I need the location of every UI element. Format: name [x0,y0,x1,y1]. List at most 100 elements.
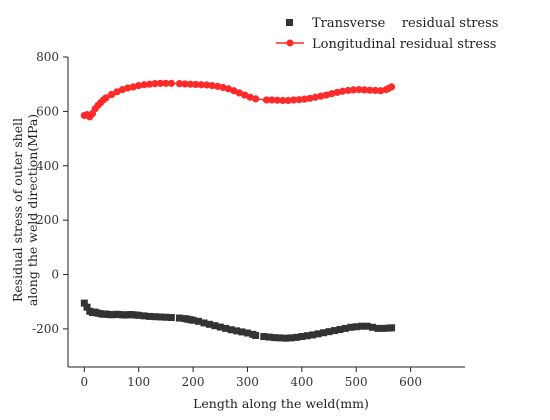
data-point [230,87,238,95]
y-axis-title: Residual stress of outer shell along the… [10,114,40,306]
data-point [336,325,344,333]
data-point [107,90,116,99]
x-axis-title: Length along the weld(mm) [193,396,369,411]
data-point [322,91,330,99]
data-point [339,87,347,95]
series-transverse [80,299,396,342]
data-point [195,317,203,325]
data-point [167,79,175,87]
data-point [205,320,213,328]
y-axis-ticks: -200 0 200 400 600 800 [32,50,68,336]
data-point [181,80,189,88]
data-point [219,83,227,92]
data-point [328,90,336,98]
data-point [162,313,170,321]
y-tick-label: 800 [36,50,59,64]
data-point [233,327,241,335]
data-point [374,324,382,332]
data-point [167,314,175,322]
legend: Transverse residual stress Longitudinal … [276,16,498,52]
data-point [311,93,320,101]
data-point [377,87,385,95]
data-point [292,333,300,341]
data-point [197,81,205,89]
data-point [306,94,314,102]
data-point [189,316,197,324]
data-point [224,85,233,93]
x-tick-label: 200 [182,375,205,389]
x-axis-ticks: 0 100 200 300 400 500 600 [80,367,422,389]
x-tick-label: 300 [236,375,259,389]
data-point [330,327,338,335]
y-tick-label: -200 [32,322,59,336]
x-tick-label: 600 [399,375,422,389]
data-point [252,331,260,339]
data-point [216,323,224,331]
data-point [320,329,328,337]
data-point [156,79,165,87]
data-point [262,96,271,104]
data-point [140,312,148,320]
data-point [156,313,164,321]
legend-marker-transverse [286,19,293,26]
data-point [145,80,154,88]
plot-frame [67,57,465,368]
data-point [276,334,284,342]
x-tick-label: 500 [345,375,368,389]
y-tick-label: 400 [36,159,59,173]
data-point [290,96,298,104]
data-point [252,95,260,103]
data-point [333,88,341,96]
legend-marker-longitudinal [286,39,294,47]
legend-label-transverse: Transverse residual stress [312,16,498,31]
data-point [309,331,317,339]
data-point [317,92,325,100]
data-point [265,333,273,341]
y-tick-label: 600 [36,104,59,118]
data-point [303,332,311,340]
data-point [211,322,219,330]
data-point [102,94,110,102]
data-point [352,323,360,331]
data-point [387,83,396,91]
data-point [135,311,143,319]
data-point [118,86,126,94]
data-point [284,96,292,105]
data-point [151,313,159,321]
data-point [287,334,295,342]
data-point [282,334,290,342]
data-point [83,303,91,311]
data-point [222,324,230,332]
data-point [213,82,222,90]
x-tick-label: 100 [127,375,150,389]
data-point [358,322,366,330]
data-point [314,330,322,338]
data-point [344,86,352,95]
data-point [379,324,387,332]
data-point [366,86,374,94]
data-point [135,81,143,90]
data-point [279,96,287,105]
data-point [235,89,243,97]
data-point [325,328,333,336]
data-point [363,322,371,330]
data-point [186,80,194,88]
data-point [203,81,211,89]
data-point [295,96,303,104]
data-point [268,96,276,104]
data-point [369,323,377,331]
y-axis-title-line-1: Residual stress of outer shell [10,118,25,302]
data-point [151,80,159,88]
x-tick-label: 0 [80,375,88,389]
data-point [246,93,254,101]
data-point [355,86,363,94]
data-point [124,84,132,92]
data-point [192,80,200,89]
data-point [260,333,268,341]
data-point [360,86,368,94]
data-point [113,88,121,96]
data-point [227,326,235,334]
data-point [175,314,183,322]
data-point [175,80,184,88]
data-point [349,86,358,94]
